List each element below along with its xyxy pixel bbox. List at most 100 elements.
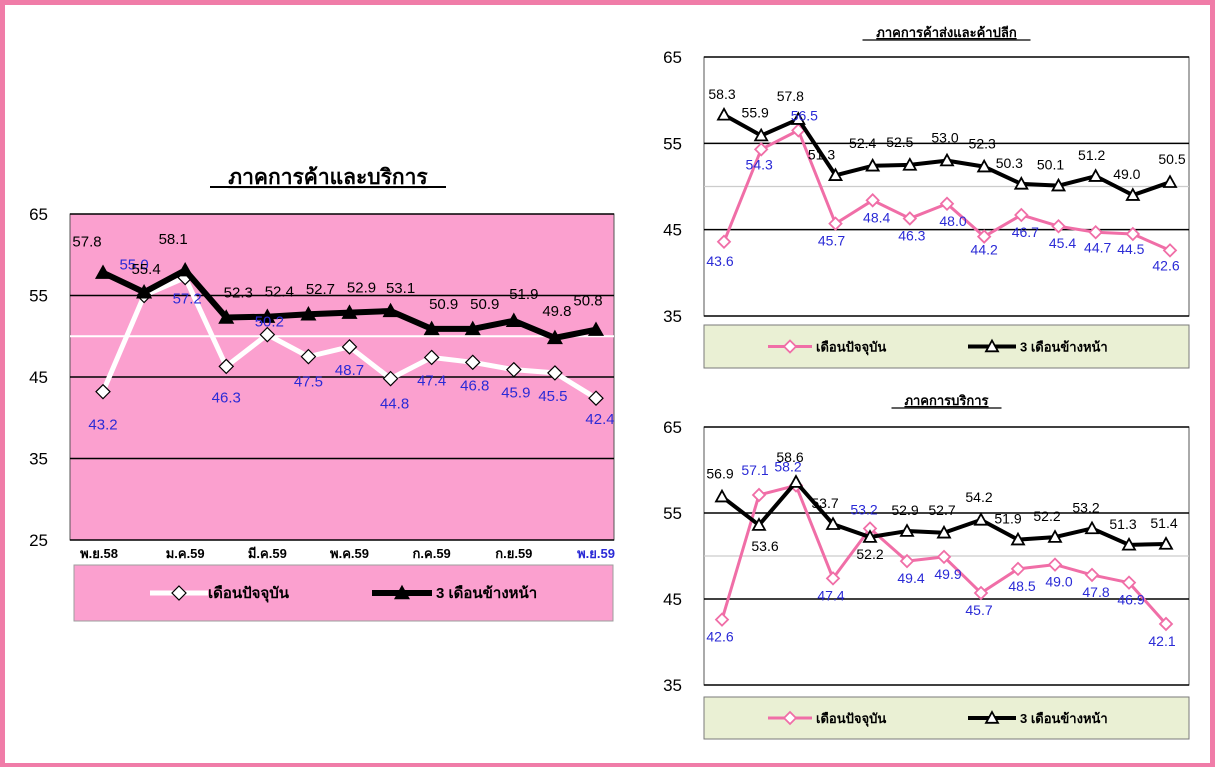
data-point — [95, 383, 111, 400]
data-label: 57.8 — [777, 88, 804, 104]
data-point — [259, 326, 276, 343]
y-tick-label: 65 — [29, 205, 48, 224]
data-label: 55.9 — [742, 105, 769, 121]
data-point — [136, 284, 153, 299]
data-point — [300, 306, 317, 321]
data-point — [341, 338, 358, 355]
data-label: 56.5 — [791, 107, 818, 123]
data-label: 44.8 — [380, 396, 409, 413]
data-label: 57.8 — [72, 234, 101, 251]
data-label: 48.0 — [939, 213, 966, 229]
data-point — [218, 358, 235, 375]
data-point — [1051, 218, 1066, 234]
data-label: 50.1 — [1037, 157, 1064, 173]
data-label: 53.0 — [931, 130, 958, 146]
data-point — [1158, 616, 1174, 632]
data-label: 48.7 — [335, 362, 364, 379]
data-point — [546, 329, 563, 345]
y-tick-label: 45 — [663, 590, 682, 609]
data-point — [177, 261, 194, 277]
data-label: 47.5 — [294, 374, 323, 391]
data-label: 58.1 — [159, 231, 188, 248]
legend-label: เดือนปัจจุบัน — [816, 340, 886, 356]
y-tick-label: 45 — [29, 368, 48, 387]
data-label: 49.8 — [542, 303, 571, 320]
y-tick-label: 65 — [663, 418, 682, 437]
data-label: 44.2 — [971, 242, 998, 258]
data-label: 56.9 — [706, 466, 733, 482]
data-point — [1125, 187, 1141, 201]
data-point — [464, 354, 481, 371]
data-label: 52.7 — [928, 502, 955, 518]
y-tick-label: 55 — [29, 287, 48, 306]
data-label: 52.2 — [856, 546, 883, 562]
data-label: 53.6 — [751, 538, 778, 554]
data-label: 46.9 — [1117, 592, 1144, 608]
data-label: 53.1 — [386, 280, 415, 297]
x-tick-label: ก.ย.59 — [495, 546, 532, 561]
data-label: 52.3 — [224, 285, 253, 302]
data-point — [976, 158, 992, 173]
data-label: 52.7 — [306, 281, 335, 298]
data-point — [825, 571, 841, 586]
data-point — [382, 302, 399, 318]
data-point — [587, 321, 605, 336]
data-point — [716, 106, 732, 121]
data-label: 50.5 — [1158, 151, 1185, 167]
data-point — [865, 157, 881, 172]
data-label: 50.9 — [470, 296, 499, 313]
data-point — [1014, 207, 1029, 223]
data-label: 49.4 — [897, 570, 924, 586]
data-label: 51.2 — [1078, 147, 1105, 163]
data-point — [1010, 561, 1026, 577]
data-label: 51.4 — [1150, 515, 1177, 531]
data-label: 49.0 — [1113, 166, 1140, 182]
data-label: 57.2 — [173, 291, 202, 308]
legend-label: 3 เดือนข้างหน้า — [1020, 340, 1108, 355]
x-tick-label: พ.ย.59 — [577, 546, 615, 561]
data-point — [505, 312, 522, 327]
legend-label: เดือนปัจจุบัน — [816, 711, 886, 727]
data-label: 45.7 — [965, 602, 992, 618]
data-label: 52.9 — [891, 502, 918, 518]
data-label: 46.3 — [212, 389, 241, 406]
y-tick-label: 55 — [663, 504, 682, 523]
legend-marker — [984, 710, 1000, 724]
data-point — [259, 308, 276, 323]
data-point — [218, 309, 235, 324]
data-label: 44.5 — [1117, 241, 1144, 257]
data-point — [1047, 529, 1063, 543]
data-point — [423, 320, 440, 336]
data-label: 53.2 — [1072, 499, 1099, 515]
data-point — [827, 167, 844, 181]
data-label: 50.8 — [573, 293, 602, 310]
data-label: 52.4 — [849, 135, 876, 151]
chart-services: ภาคการบริการ 35 45 55 65 42.6 57.1 58.2 47.4 53.2… — [663, 393, 1190, 740]
data-label: 53.7 — [811, 495, 838, 511]
data-label: 55.0 — [119, 257, 148, 274]
data-point — [899, 553, 915, 569]
chart-title: ภาคการค้าส่งและค้าปลีก — [876, 25, 1017, 40]
data-label: 44.7 — [1084, 239, 1111, 255]
legend-marker — [171, 585, 187, 601]
data-label: 43.2 — [88, 417, 117, 434]
data-point — [825, 516, 841, 530]
legend-label: 3 เดือนข้างหน้า — [436, 585, 537, 602]
x-tick-label: ก.ค.59 — [413, 546, 451, 561]
data-point — [976, 229, 992, 244]
data-label: 58.3 — [708, 86, 735, 102]
x-tick-label: พ.ย.58 — [80, 546, 118, 561]
data-label: 49.0 — [1045, 574, 1072, 590]
data-point — [1084, 520, 1100, 535]
data-label: 52.9 — [347, 280, 376, 297]
data-label: 42.6 — [1152, 257, 1179, 273]
data-point — [973, 512, 989, 526]
data-label: 47.8 — [1082, 584, 1109, 600]
data-point — [547, 365, 563, 381]
data-label: 54.2 — [965, 489, 992, 505]
data-label: 49.9 — [934, 566, 961, 582]
data-point — [1010, 531, 1026, 546]
data-point — [1084, 567, 1100, 583]
data-point — [939, 196, 955, 212]
